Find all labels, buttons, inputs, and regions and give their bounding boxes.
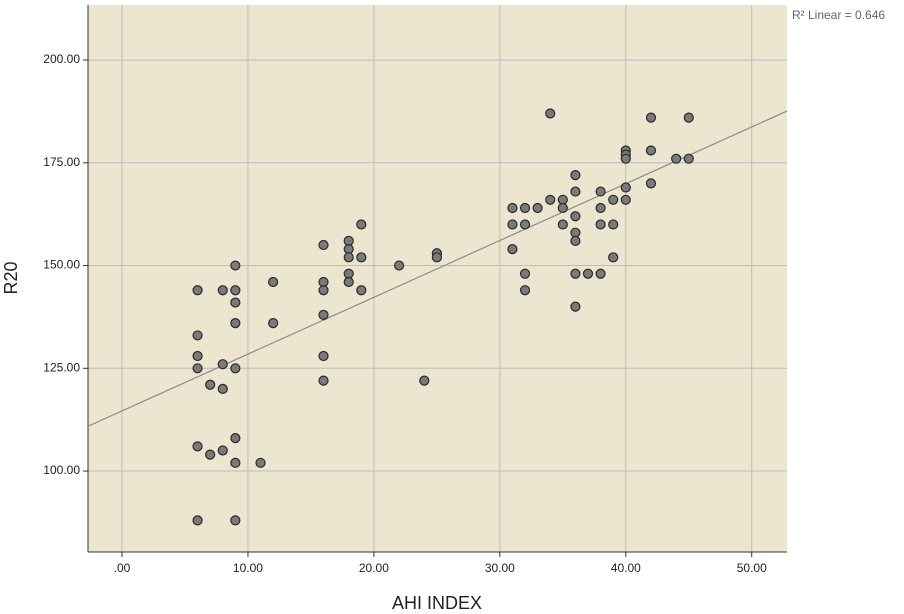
point <box>608 252 619 263</box>
y-axis-title: R20 <box>1 261 21 294</box>
point <box>608 194 619 205</box>
point <box>507 219 518 230</box>
point <box>532 202 543 214</box>
y-tick-label: 175.00 <box>43 155 80 169</box>
point <box>570 268 581 279</box>
point <box>230 433 241 444</box>
point <box>671 153 682 164</box>
point <box>192 515 203 526</box>
point <box>683 153 694 164</box>
point <box>318 375 329 386</box>
x-tick-label: 30.00 <box>485 561 515 575</box>
point <box>545 108 556 119</box>
point <box>620 194 631 205</box>
point <box>557 202 568 214</box>
fit-line <box>87 110 788 427</box>
point <box>318 350 329 362</box>
y-tick-label: 200.00 <box>43 52 80 66</box>
x-tick-label: 40.00 <box>611 561 641 575</box>
x-tick-label: .00 <box>114 561 131 575</box>
point <box>205 449 216 460</box>
x-tick-label: 50.00 <box>737 561 767 575</box>
point <box>268 317 279 329</box>
y-tick-label: 100.00 <box>43 463 80 477</box>
x-axis-title: AHI INDEX <box>392 593 482 613</box>
point <box>230 297 241 308</box>
y-tick-label: 150.00 <box>43 258 80 272</box>
point <box>595 268 606 279</box>
point <box>217 359 228 370</box>
point <box>608 219 619 230</box>
point <box>645 112 657 123</box>
point <box>519 268 531 279</box>
point <box>570 211 581 222</box>
point <box>507 202 518 214</box>
point <box>683 112 694 123</box>
point <box>620 182 631 193</box>
point <box>507 244 518 255</box>
point <box>620 153 631 164</box>
point <box>582 268 594 279</box>
point <box>343 276 354 288</box>
point <box>217 383 228 394</box>
point <box>519 219 531 230</box>
point <box>356 219 367 230</box>
point <box>318 239 329 251</box>
point <box>557 219 568 230</box>
point <box>343 252 354 263</box>
point <box>356 285 367 296</box>
point <box>192 350 203 362</box>
point <box>230 285 241 296</box>
point <box>192 285 203 296</box>
point <box>318 309 329 320</box>
x-tick-label: 20.00 <box>359 561 389 575</box>
point <box>217 445 228 456</box>
point <box>431 252 442 263</box>
point <box>268 276 279 288</box>
point <box>192 363 203 374</box>
point <box>645 145 657 156</box>
x-tick-label: 10.00 <box>233 561 263 575</box>
point <box>570 170 581 181</box>
point <box>230 363 241 374</box>
point <box>217 285 228 296</box>
point <box>570 301 581 312</box>
point <box>192 330 203 341</box>
point <box>393 260 405 271</box>
point <box>570 186 581 197</box>
point <box>192 441 203 452</box>
point <box>570 235 581 246</box>
point <box>356 252 367 263</box>
point <box>645 178 657 189</box>
fit-annotation: R² Linear = 0.646 <box>792 8 885 22</box>
point <box>230 515 241 526</box>
point <box>419 375 430 386</box>
point <box>230 317 241 329</box>
point <box>519 285 531 296</box>
point <box>230 260 241 271</box>
point <box>255 457 266 468</box>
point <box>595 186 606 197</box>
point <box>205 379 216 390</box>
point <box>595 202 606 214</box>
point <box>318 285 329 296</box>
plot-area <box>88 5 787 552</box>
point <box>230 457 241 468</box>
point <box>595 219 606 230</box>
point <box>519 202 531 214</box>
point <box>545 194 556 205</box>
y-tick-label: 125.00 <box>43 360 80 374</box>
